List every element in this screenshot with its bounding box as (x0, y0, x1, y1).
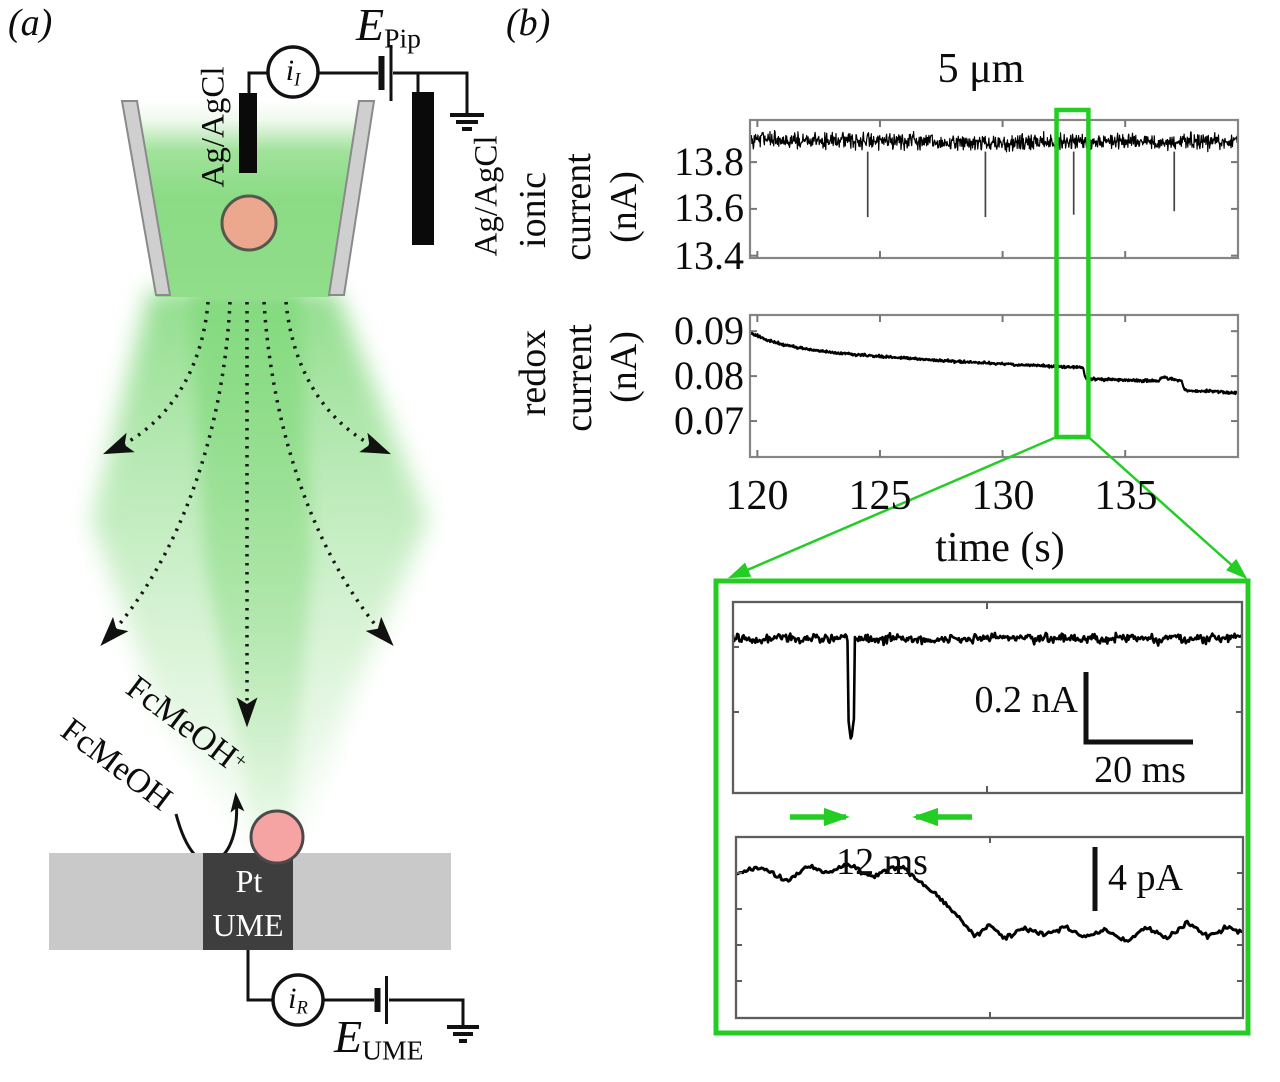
xtick-120: 120 (725, 473, 789, 519)
pt-ume-electrode (203, 853, 293, 950)
inset-redox-scale-label: 4 pA (1108, 857, 1183, 899)
bottom-circuit (246, 950, 479, 1043)
pipette-potential-label: EPip (356, 0, 421, 54)
ammeter-i: i (285, 53, 295, 87)
pt-label: Pt (235, 863, 263, 899)
wire (246, 950, 273, 1002)
panel-a-label: (a) (8, 2, 53, 44)
callout-line-left (727, 435, 1058, 579)
ammeter-i: i (288, 981, 297, 1015)
highlight-rect (1054, 107, 1091, 440)
substrate-group (49, 809, 451, 950)
agagcl-electrode-left (239, 93, 257, 173)
ionic-ammeter-symbol (266, 45, 320, 99)
redox-ammeter-label: iR (288, 981, 308, 1019)
xtick-135: 135 (1094, 473, 1158, 519)
electrode-right-label: Ag/AgCl (468, 135, 505, 257)
inset-redox-zoom-trace (735, 862, 1244, 943)
xtick-125: 125 (848, 473, 912, 519)
ionic-current-trace (749, 130, 1239, 153)
redox-ylabel-line1: redox (512, 329, 554, 417)
redox-ammeter-symbol (271, 973, 325, 1027)
inset-ticks (733, 602, 1243, 1018)
epip-sub: Pip (384, 22, 421, 54)
ionic-ytick-13.4: 13.4 (674, 233, 744, 278)
inset-time-scale-label: 20 ms (1094, 749, 1186, 791)
panel-b-label: (b) (506, 2, 551, 44)
ume-label: UME (212, 907, 284, 943)
ammeter-sub: R (296, 997, 308, 1019)
inset-ionic-zoom-trace (731, 631, 1243, 740)
particle-in-pipette (220, 194, 278, 252)
inset-green-frame (713, 578, 1251, 1036)
redox-ytick-0.07: 0.07 (674, 398, 744, 443)
xtick-130: 130 (971, 473, 1035, 519)
wire (247, 71, 268, 95)
ionic-ammeter-label: iI (285, 53, 301, 91)
agagcl-electrode-right (412, 92, 434, 245)
ionic-ytick-13.6: 13.6 (674, 185, 744, 230)
epip-e: E (356, 0, 385, 50)
redox-ytick-0.09: 0.09 (674, 308, 744, 353)
inset-redox-trace (735, 862, 1244, 943)
redox-noise-band (749, 331, 1239, 396)
scalebar-0p2nA-20ms (1083, 672, 1193, 745)
ume-potential-label: EUME (334, 1011, 424, 1066)
inset-current-scale-label: 0.2 nA (974, 679, 1078, 721)
field-line-left (100, 301, 232, 646)
inset-box-group (713, 578, 1251, 1036)
ionic-ylabel-line1: ionic (512, 172, 554, 248)
ammeter-sub: I (294, 69, 301, 91)
pipette-wall-left (120, 100, 172, 296)
redox-current-trace (749, 331, 1239, 396)
electric-field-lines (100, 301, 394, 728)
zoom-highlight (727, 107, 1248, 580)
inset-ionic-trace (731, 631, 1243, 740)
xaxis-label: time (s) (935, 525, 1065, 571)
redox-ytick-0.08: 0.08 (674, 353, 744, 398)
wire (389, 998, 465, 1025)
ionic-ylabel-line2: current (557, 153, 599, 261)
diffusion-plume-inner (190, 292, 312, 838)
redox-ylabel-line3: (nA) (603, 331, 645, 403)
ionic-spike-events (866, 151, 1176, 218)
ionic-ytick-13.8: 13.8 (674, 139, 744, 184)
callout-line-right (1087, 436, 1248, 580)
axis-ticks (750, 120, 1238, 457)
inset-delay-label: 12 ms (836, 841, 928, 883)
eume-sub: UME (362, 1034, 424, 1066)
ionic-noise-band (749, 130, 1239, 153)
redox-ylabel-line2: current (558, 324, 600, 432)
electrode-left-label: Ag/AgCl (195, 66, 232, 188)
redox-plot-frame (748, 313, 1240, 459)
chart-title: 5 μm (937, 46, 1025, 92)
pipette-wall-right (327, 100, 376, 296)
ionic-ylabel-line3: (nA) (603, 171, 645, 243)
ionic-plot-frame (748, 118, 1240, 260)
eume-e: E (334, 1011, 363, 1062)
particle-on-ume (249, 809, 305, 865)
top-circuit (239, 45, 484, 245)
